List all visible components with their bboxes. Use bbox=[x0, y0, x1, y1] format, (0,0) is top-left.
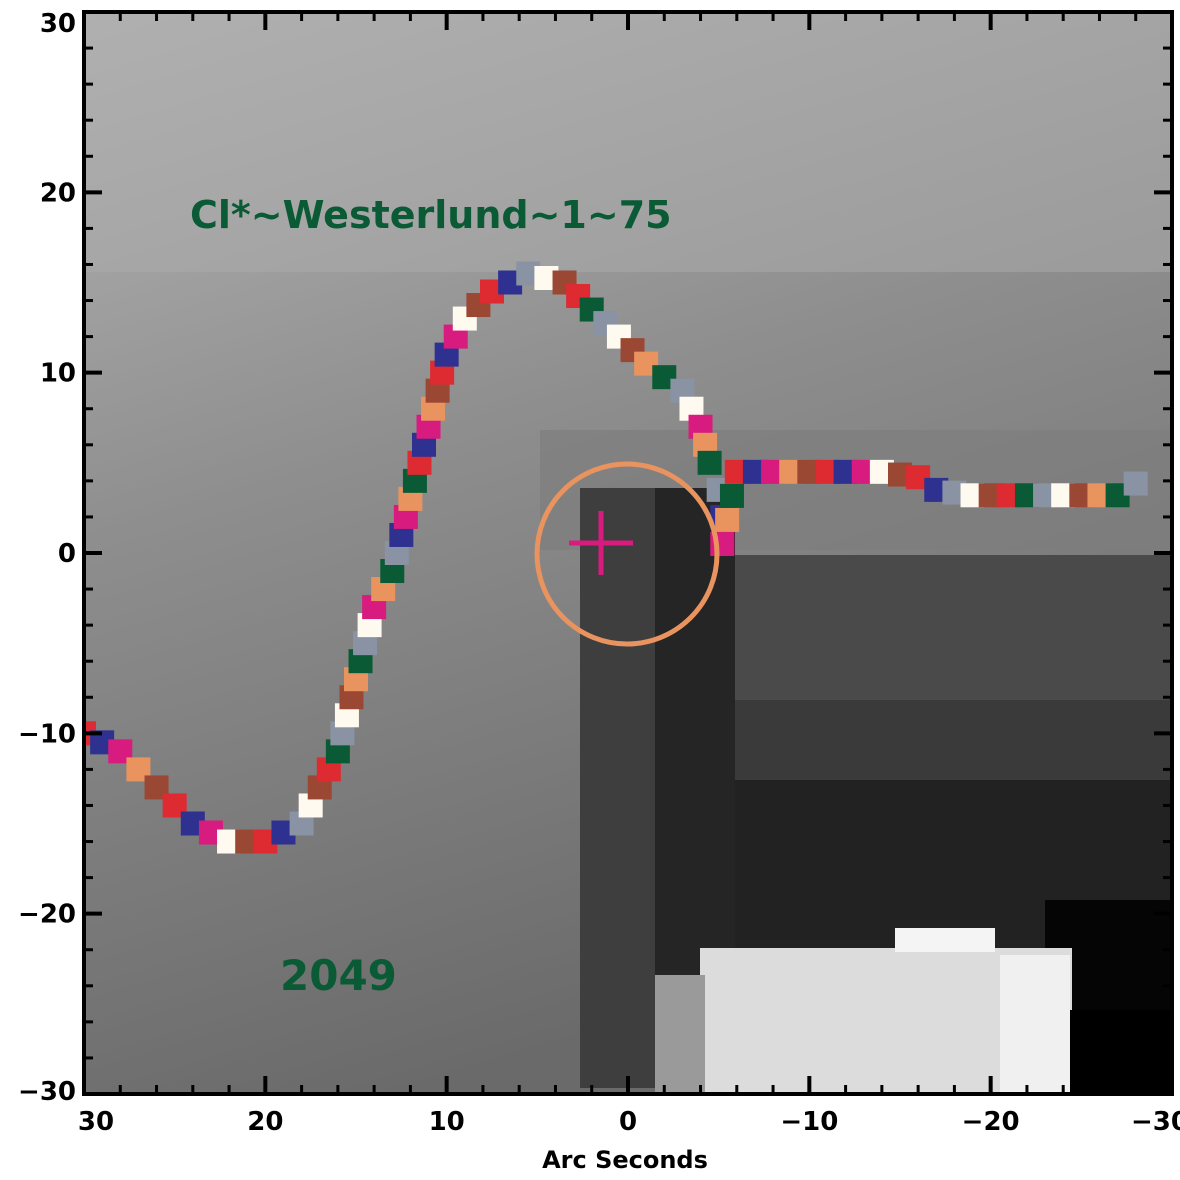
x-tick-label: 30 bbox=[78, 1107, 114, 1137]
y-tick-label: −30 bbox=[18, 1077, 76, 1107]
y-tick-label: −10 bbox=[18, 719, 76, 749]
track-trail bbox=[84, 261, 1148, 854]
track-point bbox=[498, 270, 523, 295]
track-point bbox=[253, 829, 278, 854]
aperture-circle bbox=[534, 461, 720, 647]
track-point bbox=[697, 450, 722, 475]
annotation-star-name: Cl*~Westerlund~1~75 bbox=[190, 193, 672, 237]
track-point bbox=[1123, 471, 1148, 496]
y-tick-label: 0 bbox=[58, 539, 76, 569]
x-tick-label: 0 bbox=[619, 1107, 637, 1137]
annotation-number: 2049 bbox=[280, 951, 397, 1000]
image-background bbox=[84, 12, 1172, 1094]
y-tick-label: 10 bbox=[40, 359, 76, 389]
x-tick-label: −30 bbox=[1131, 1107, 1180, 1137]
track-point bbox=[715, 507, 740, 532]
track-point bbox=[126, 757, 151, 782]
target-cross-marker bbox=[569, 511, 633, 575]
x-axis-title: Arc Seconds bbox=[542, 1146, 708, 1174]
x-tick-label: −10 bbox=[780, 1107, 838, 1137]
y-tick-label: −20 bbox=[18, 900, 76, 930]
y-tick-label: 30 bbox=[40, 9, 76, 39]
track-point bbox=[719, 483, 744, 508]
x-tick-label: −20 bbox=[962, 1107, 1020, 1137]
y-tick-label: 20 bbox=[40, 178, 76, 208]
x-tick-label: 10 bbox=[429, 1107, 465, 1137]
x-tick-label: 20 bbox=[247, 1107, 283, 1137]
track-point bbox=[108, 739, 133, 764]
